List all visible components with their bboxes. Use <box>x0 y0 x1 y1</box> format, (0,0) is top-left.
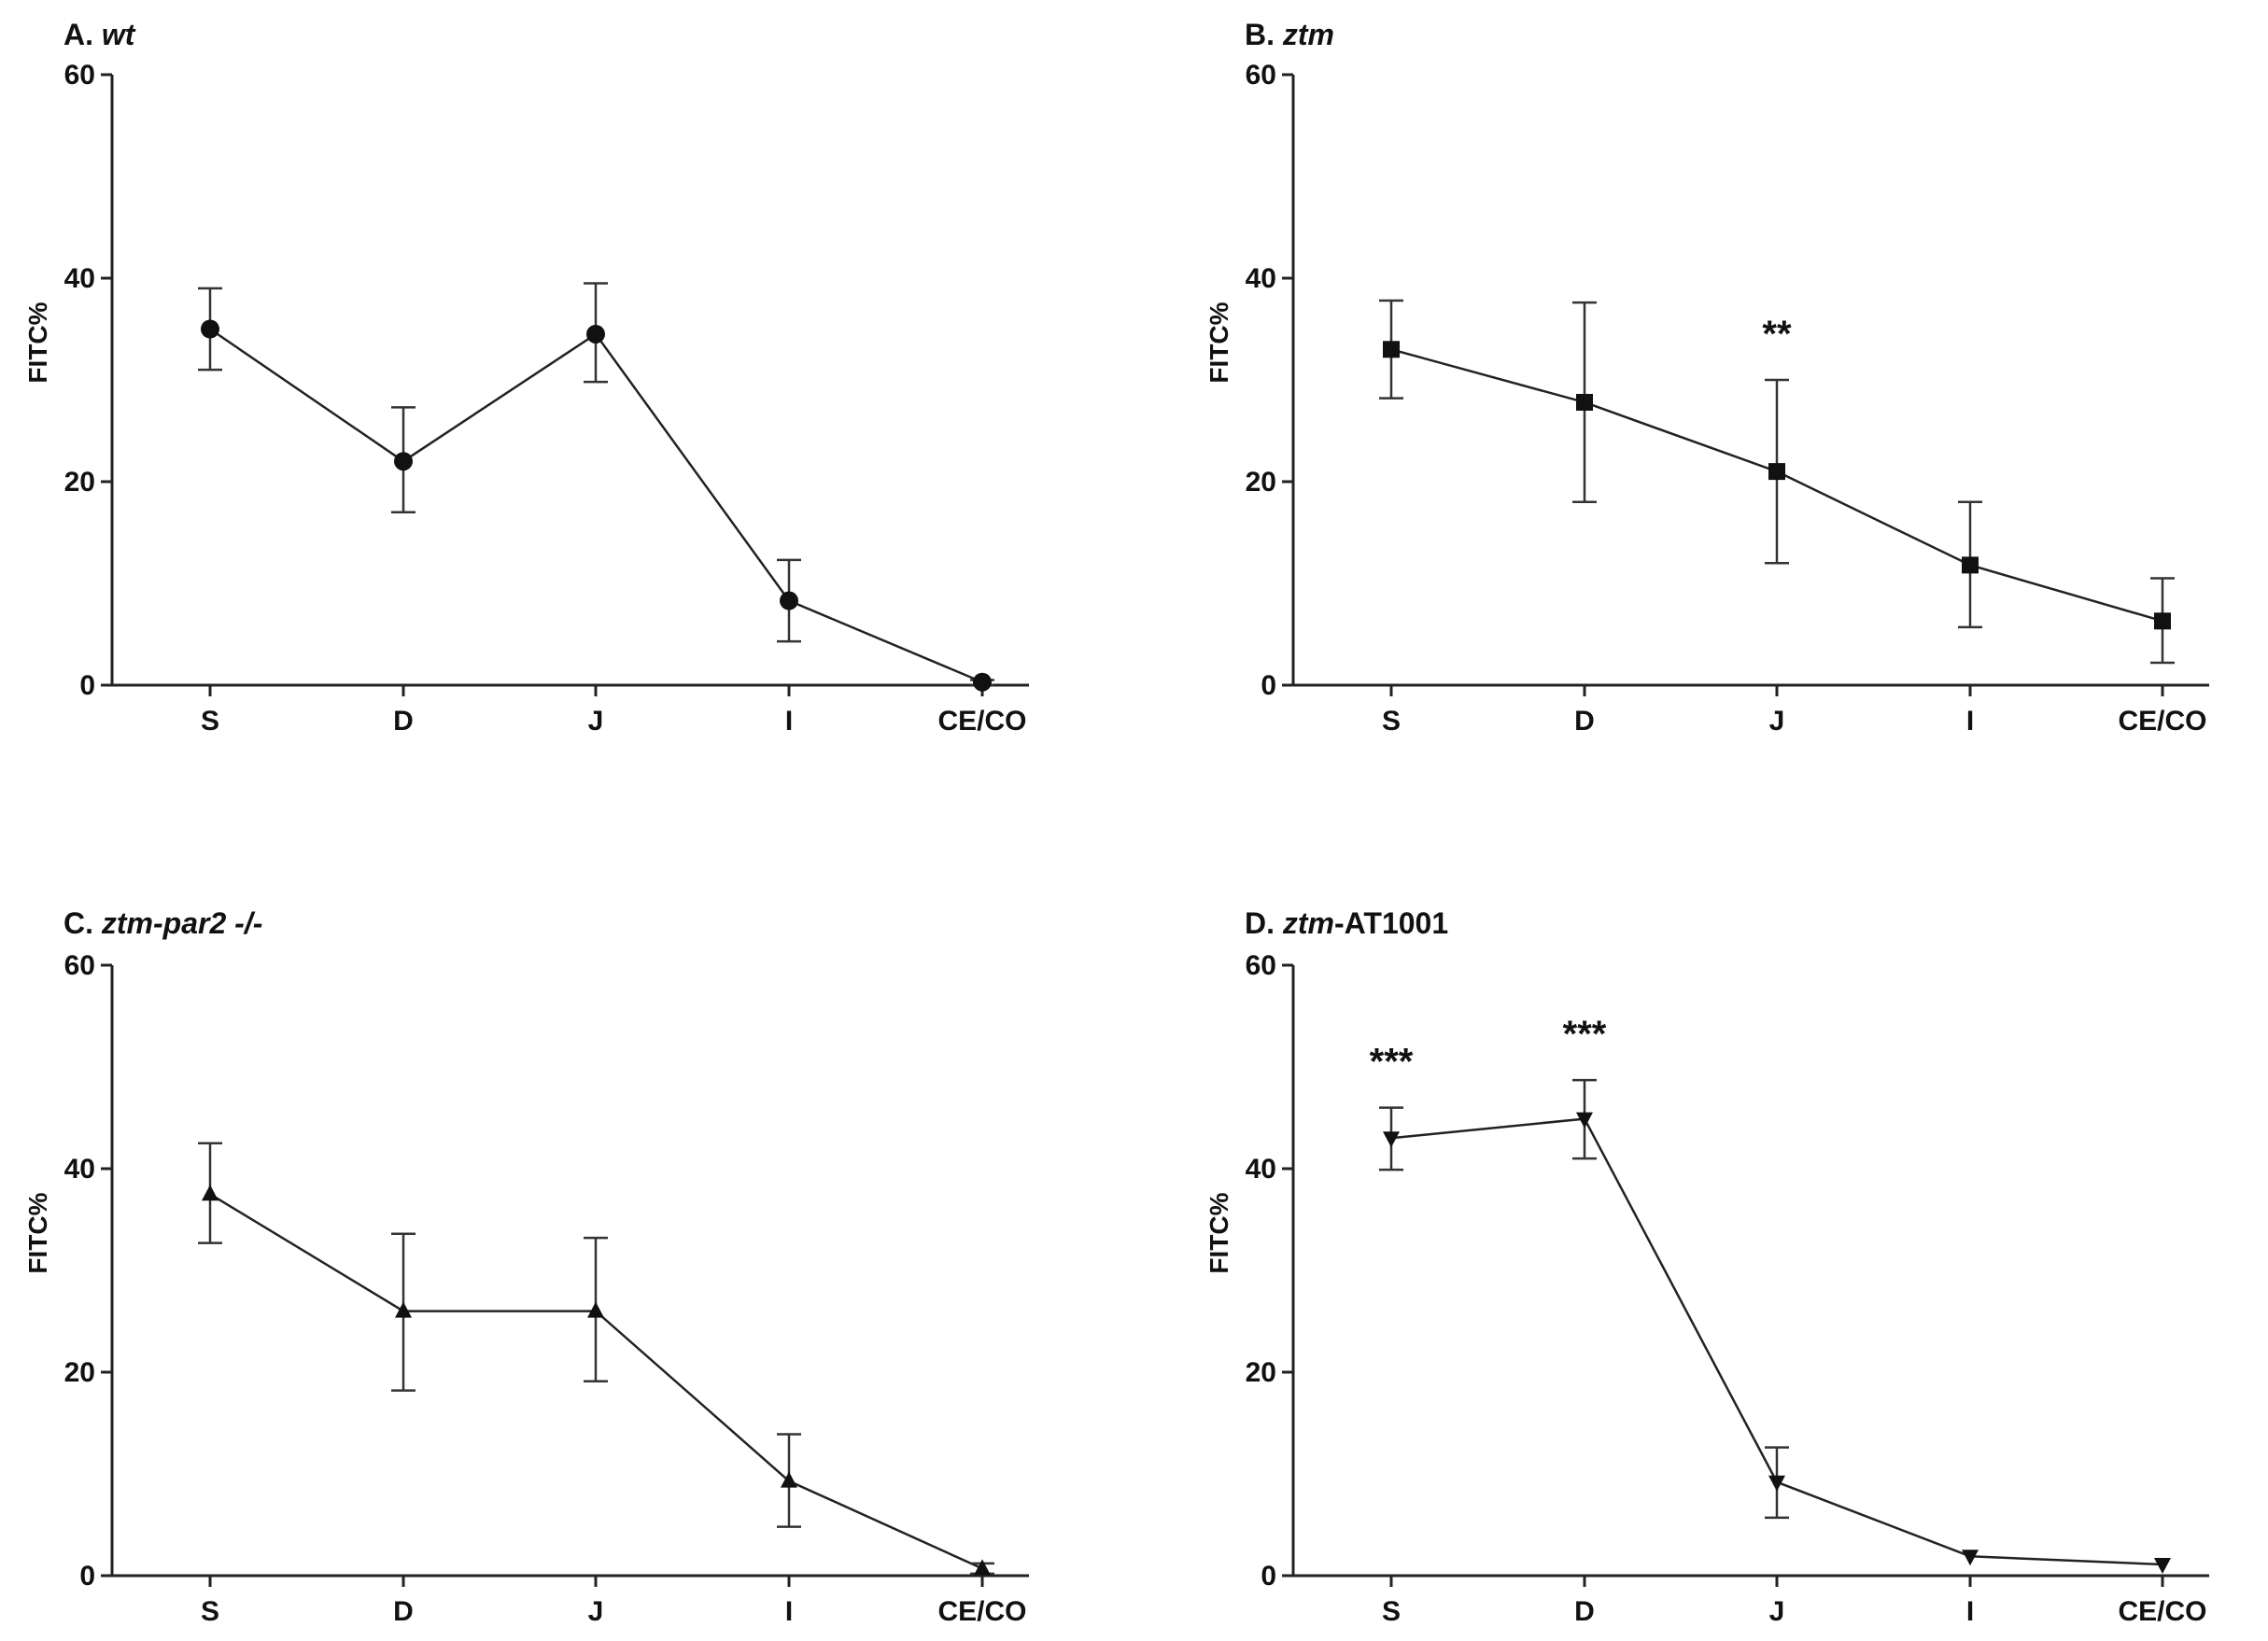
y-tick-label: 60 <box>1246 60 1276 91</box>
data-point <box>395 1301 412 1318</box>
data-point <box>1768 463 1785 481</box>
y-tick-label: 20 <box>1246 1357 1276 1388</box>
data-point <box>2154 612 2171 630</box>
x-tick-label: I <box>785 706 793 736</box>
y-axis-label: FITC% <box>1204 302 1233 383</box>
data-point <box>202 1185 218 1201</box>
x-tick-label: J <box>588 1596 604 1627</box>
x-tick-label: CE/CO <box>2118 706 2206 736</box>
y-tick-label: 20 <box>1246 467 1276 498</box>
y-tick-label: 0 <box>79 1561 95 1592</box>
y-tick-label: 0 <box>1261 670 1276 701</box>
data-point <box>586 324 605 344</box>
data-point <box>1962 556 1979 574</box>
x-tick-label: I <box>1966 706 1974 736</box>
significance-annotation: ** <box>1762 314 1792 355</box>
data-point <box>2154 1558 2171 1575</box>
y-tick-label: 0 <box>79 670 95 701</box>
data-point <box>1383 1131 1400 1148</box>
significance-annotation: *** <box>1563 1014 1607 1055</box>
chart-panel-c: C. ztm-par2 -/- 0 20 40 60 S D J I CE/CO FITC% <box>23 906 1029 1627</box>
y-tick-label: 40 <box>64 263 95 294</box>
y-tick-label: 60 <box>64 60 95 91</box>
x-tick-label: S <box>1382 1596 1401 1627</box>
y-axis-label: FITC% <box>23 302 52 383</box>
y-tick-label: 40 <box>1246 1154 1276 1185</box>
x-tick-label: I <box>785 1596 793 1627</box>
x-tick-label: CE/CO <box>2118 1596 2206 1627</box>
data-point <box>781 1471 797 1488</box>
x-tick-label: S <box>1382 706 1401 736</box>
data-point <box>1768 1475 1785 1492</box>
data-point <box>1383 341 1400 358</box>
y-tick-label: 20 <box>64 1357 95 1388</box>
chart-panel-d: D. ztm-AT1001 0 20 40 60 S D J I CE/CO FITC% *** *** <box>1204 906 2209 1627</box>
data-point <box>1576 393 1593 411</box>
data-point <box>201 319 219 339</box>
x-tick-label: S <box>201 1596 219 1627</box>
y-tick-label: 40 <box>64 1154 95 1185</box>
panel-title: B. ztm <box>1245 18 1334 51</box>
chart-panel-b: B. ztm 0 20 40 60 S D J I CE/CO FITC% ** <box>1204 18 2209 736</box>
data-point <box>780 591 798 610</box>
significance-annotation: *** <box>1370 1042 1414 1083</box>
y-tick-label: 60 <box>1246 950 1276 981</box>
x-tick-label: J <box>1769 706 1785 736</box>
data-point <box>1962 1550 1979 1566</box>
panel-title: A. wt <box>63 18 136 51</box>
y-axis-label: FITC% <box>23 1192 52 1273</box>
x-tick-label: D <box>393 706 414 736</box>
x-tick-label: S <box>201 706 219 736</box>
x-tick-label: J <box>1769 1596 1785 1627</box>
panel-title: D. ztm-AT1001 <box>1245 906 1448 940</box>
data-point <box>1576 1112 1593 1129</box>
x-tick-label: D <box>1574 706 1595 736</box>
data-point <box>587 1301 604 1318</box>
x-tick-label: I <box>1966 1596 1974 1627</box>
x-tick-label: D <box>393 1596 414 1627</box>
y-tick-label: 0 <box>1261 1561 1276 1592</box>
y-tick-label: 40 <box>1246 263 1276 294</box>
y-tick-label: 60 <box>64 950 95 981</box>
x-tick-label: J <box>588 706 604 736</box>
chart-panel-a: A. wt 0 20 40 60 S D J I CE/CO FITC% <box>23 18 1029 736</box>
y-tick-label: 20 <box>64 467 95 498</box>
y-axis-label: FITC% <box>1204 1192 1233 1273</box>
data-point <box>974 1559 991 1576</box>
data-point <box>973 672 992 692</box>
data-point <box>394 452 413 471</box>
x-tick-label: CE/CO <box>937 1596 1026 1627</box>
x-tick-label: D <box>1574 1596 1595 1627</box>
x-tick-label: CE/CO <box>937 706 1026 736</box>
panel-title: C. ztm-par2 -/- <box>63 906 262 940</box>
